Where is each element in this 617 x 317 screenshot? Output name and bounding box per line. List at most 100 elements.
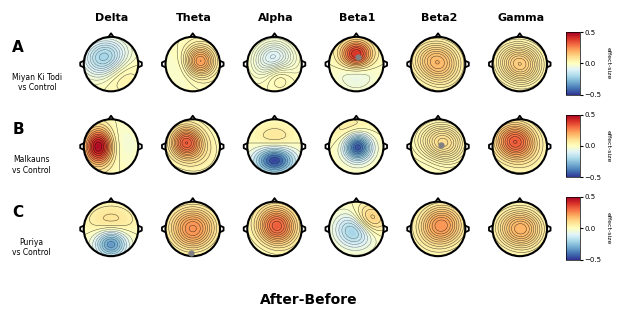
Point (351, 144, 361, 149)
Point (351, 144, 361, 149)
Point (188, 226, 197, 231)
Point (351, 61, 361, 67)
Point (188, 144, 197, 149)
Point (433, 226, 443, 231)
Point (188, 144, 197, 149)
Point (106, 144, 116, 149)
Point (515, 61, 524, 67)
Point (433, 226, 443, 231)
Point (433, 226, 443, 231)
Point (433, 144, 443, 149)
Point (351, 226, 361, 231)
Point (351, 144, 361, 149)
Point (188, 61, 197, 67)
Point (106, 226, 116, 231)
Point (270, 144, 280, 149)
Point (351, 61, 361, 67)
Point (188, 144, 197, 149)
Y-axis label: effect-size: effect-size (606, 47, 611, 80)
Point (270, 144, 280, 149)
Point (515, 226, 524, 231)
Point (515, 61, 524, 67)
Point (188, 144, 197, 149)
Point (351, 226, 361, 231)
Point (106, 226, 116, 231)
Point (515, 61, 524, 67)
Point (433, 61, 443, 67)
Point (270, 144, 280, 149)
Point (351, 226, 361, 231)
Point (351, 144, 361, 149)
Point (351, 226, 361, 231)
Point (270, 226, 280, 231)
Point (188, 144, 197, 149)
Point (433, 61, 443, 67)
Point (515, 144, 524, 149)
Point (351, 61, 361, 67)
Point (188, 61, 197, 67)
Point (515, 61, 524, 67)
Point (515, 144, 524, 149)
Point (515, 61, 524, 67)
Point (351, 226, 361, 231)
Point (433, 144, 443, 149)
Point (351, 144, 361, 149)
Point (106, 226, 116, 231)
Point (270, 61, 280, 67)
Point (515, 226, 524, 231)
Point (188, 226, 197, 231)
Point (351, 144, 361, 149)
Point (433, 226, 443, 231)
Point (188, 61, 197, 67)
Point (188, 144, 197, 149)
Point (188, 144, 197, 149)
Point (270, 226, 280, 231)
Point (433, 144, 443, 149)
Point (433, 144, 443, 149)
Point (351, 61, 361, 67)
Point (515, 61, 524, 67)
Point (270, 226, 280, 231)
Point (270, 226, 280, 231)
Point (351, 226, 361, 231)
Point (106, 226, 116, 231)
Point (351, 226, 361, 231)
Point (270, 226, 280, 231)
Point (433, 61, 443, 67)
Point (515, 144, 524, 149)
Point (270, 144, 280, 149)
Y-axis label: effect-size: effect-size (606, 212, 611, 244)
Point (106, 226, 116, 231)
Point (188, 61, 197, 67)
Point (433, 144, 443, 149)
Point (351, 61, 361, 67)
Point (270, 61, 280, 67)
Point (351, 61, 361, 67)
Point (433, 144, 443, 149)
Point (433, 144, 443, 149)
Point (106, 144, 116, 149)
Point (433, 144, 443, 149)
Point (188, 144, 197, 149)
Point (515, 226, 524, 231)
Point (270, 144, 280, 149)
Point (351, 226, 361, 231)
Point (188, 226, 197, 231)
Point (270, 226, 280, 231)
Point (270, 61, 280, 67)
Point (188, 226, 197, 231)
Point (106, 61, 116, 67)
Point (188, 226, 197, 231)
Point (188, 226, 197, 231)
Point (515, 61, 524, 67)
Point (188, 144, 197, 149)
Point (106, 61, 116, 67)
Point (270, 61, 280, 67)
Point (515, 61, 524, 67)
Point (515, 226, 524, 231)
Point (515, 61, 524, 67)
Point (270, 61, 280, 67)
Point (433, 61, 443, 67)
Point (188, 226, 197, 231)
Point (515, 226, 524, 231)
